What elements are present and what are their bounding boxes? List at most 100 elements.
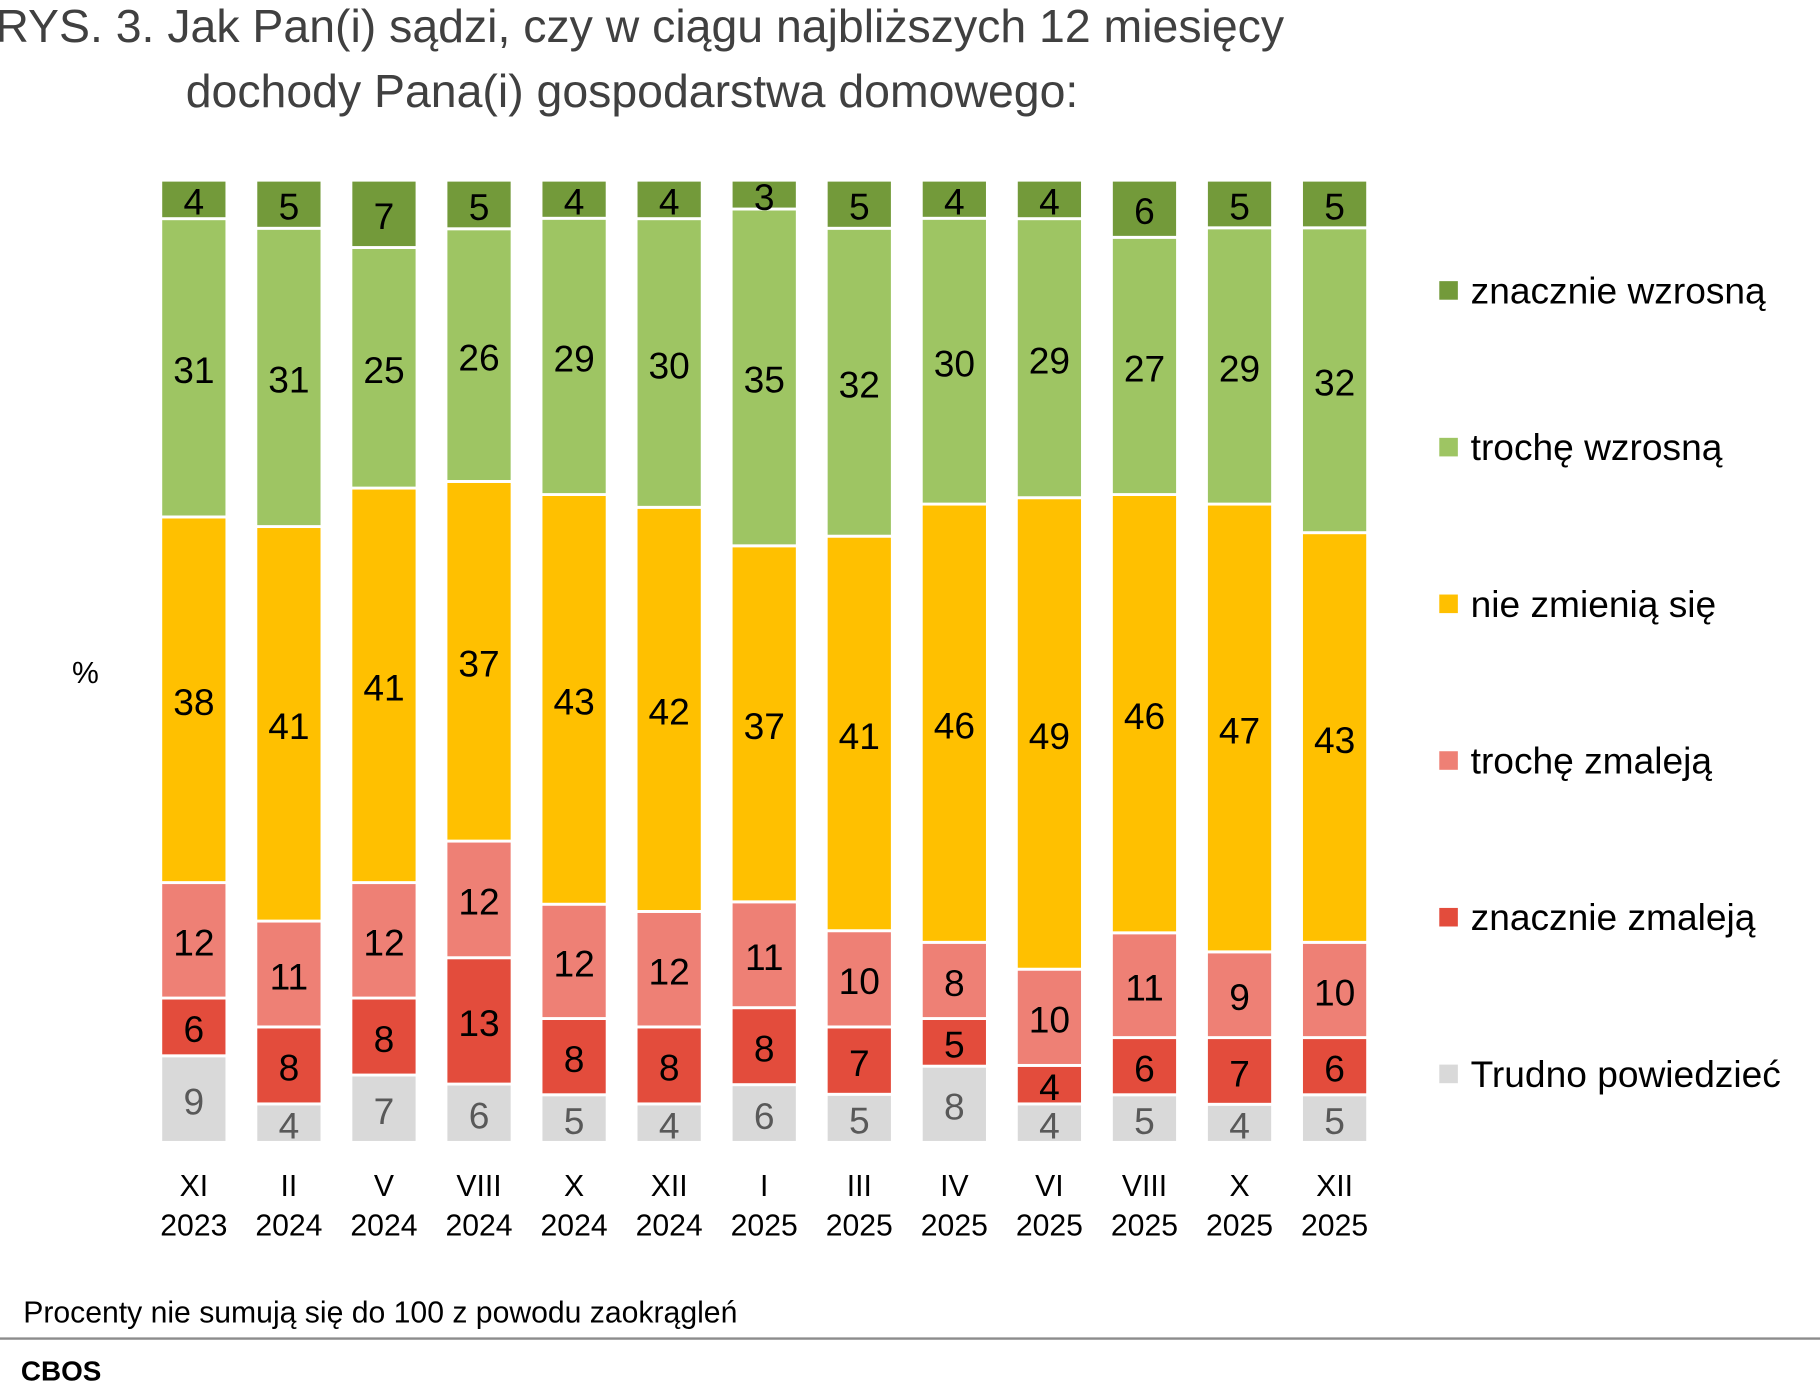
data-label: 4 xyxy=(1229,1105,1250,1147)
data-label: 4 xyxy=(184,181,205,223)
bar-segment xyxy=(1300,940,1370,1040)
data-label: 8 xyxy=(659,1047,680,1089)
bar-segment xyxy=(254,178,324,230)
x-tick-label-year: 2023 xyxy=(160,1209,227,1242)
legend: Trudno powiedzieć znacznie zmaleją trochę … xyxy=(1439,269,1781,1095)
bar-segment xyxy=(824,178,894,230)
bar-segment xyxy=(444,227,514,483)
bar-segment xyxy=(1014,1102,1084,1144)
data-label: 3 xyxy=(754,176,775,218)
legend-label: znacznie zmaleją xyxy=(1471,896,1756,938)
legend-label: trochę zmaleją xyxy=(1471,740,1713,782)
data-label: 8 xyxy=(279,1047,300,1089)
x-tick-label-month: II xyxy=(281,1170,298,1203)
bar-segment xyxy=(1300,1036,1370,1097)
bar-segment xyxy=(1300,178,1370,230)
data-label: 41 xyxy=(363,667,404,709)
x-axis-ticks: XI 2023 II 2024 V 2024 VIII 2024 X 2024 XII 2024 I 20… xyxy=(160,1170,1368,1242)
data-label: 12 xyxy=(458,881,499,923)
bar-segment xyxy=(539,902,609,1020)
bar-segment xyxy=(159,515,229,885)
legend-label: trochę wzrosną xyxy=(1471,426,1723,468)
bar-segment xyxy=(539,216,609,497)
data-label: 13 xyxy=(458,1002,499,1044)
data-label: 6 xyxy=(1324,1047,1345,1089)
bar-segment xyxy=(254,226,324,529)
bar-segment xyxy=(1300,531,1370,944)
data-label: 41 xyxy=(268,705,309,747)
bar-segment xyxy=(1204,226,1275,506)
data-label: 4 xyxy=(659,181,680,223)
data-label: 12 xyxy=(363,922,404,964)
bar-segment xyxy=(729,207,799,548)
x-tick-label-month: VIII xyxy=(1122,1170,1167,1203)
bar-segment xyxy=(1014,967,1084,1067)
data-label: 37 xyxy=(744,705,785,747)
data-label: 4 xyxy=(564,181,585,223)
data-label: 11 xyxy=(1125,967,1164,1009)
data-label: 6 xyxy=(1134,190,1155,232)
data-label: 6 xyxy=(1134,1047,1155,1089)
data-label: 43 xyxy=(1314,719,1355,761)
data-label: 42 xyxy=(649,691,690,733)
bar-segment xyxy=(919,178,989,220)
data-label: 38 xyxy=(173,681,214,723)
x-tick-label-month: I xyxy=(760,1170,768,1203)
data-label: 46 xyxy=(934,705,975,747)
y-axis-label: % xyxy=(72,657,99,690)
bar-segment xyxy=(1109,235,1179,497)
bar-segment xyxy=(1204,178,1275,230)
data-label: 5 xyxy=(279,186,300,228)
legend-label: znacznie wzrosną xyxy=(1471,269,1766,311)
legend-swatch xyxy=(1439,281,1458,300)
data-label: 5 xyxy=(1324,1100,1345,1142)
x-tick-label-year: 2024 xyxy=(636,1209,703,1242)
x-tick-label-year: 2025 xyxy=(1206,1209,1273,1242)
data-label: 8 xyxy=(754,1027,775,1069)
data-label: 37 xyxy=(458,643,499,685)
data-label: 7 xyxy=(849,1042,870,1084)
x-tick-label-year: 2025 xyxy=(826,1209,893,1242)
bar-segment xyxy=(349,1073,419,1144)
data-label: 29 xyxy=(1219,347,1260,389)
bar-segment xyxy=(1204,502,1275,954)
data-label: 25 xyxy=(363,349,404,391)
bar-segment xyxy=(634,178,704,221)
x-tick-label-month: III xyxy=(847,1170,872,1203)
bar-segment xyxy=(254,919,324,1029)
source-logo: CBOS xyxy=(21,1355,101,1386)
data-label: 30 xyxy=(649,344,690,386)
x-tick-label-month: VIII xyxy=(456,1170,501,1203)
bar-segment xyxy=(919,502,989,944)
bar-segment xyxy=(1204,1036,1275,1106)
data-label: 5 xyxy=(849,186,870,228)
data-label: 27 xyxy=(1124,347,1165,389)
data-label: 7 xyxy=(1229,1052,1250,1094)
data-label: 9 xyxy=(1229,976,1250,1018)
data-label: 6 xyxy=(469,1095,490,1137)
x-tick-label-year: 2025 xyxy=(1301,1209,1368,1242)
data-label: 29 xyxy=(1029,339,1070,381)
data-label: 49 xyxy=(1029,715,1070,757)
x-tick-label-month: X xyxy=(564,1170,584,1203)
bar-segment xyxy=(1204,950,1275,1040)
legend-swatch xyxy=(1439,907,1458,927)
bar-segment xyxy=(539,178,609,220)
data-label: 32 xyxy=(839,364,880,406)
bar-segment xyxy=(1014,178,1084,221)
x-tick-label-year: 2024 xyxy=(350,1209,417,1242)
data-label: 5 xyxy=(1134,1100,1155,1142)
data-label: 7 xyxy=(374,1090,395,1132)
data-label: 29 xyxy=(553,338,594,380)
bar-segment xyxy=(539,1093,609,1144)
x-tick-label-year: 2025 xyxy=(1111,1209,1178,1242)
x-tick-label-month: VI xyxy=(1035,1170,1064,1203)
data-label: 26 xyxy=(458,336,499,378)
data-label: 5 xyxy=(944,1024,965,1066)
bar-segment xyxy=(824,226,894,538)
bar-segment xyxy=(349,486,419,885)
data-label: 5 xyxy=(469,186,490,228)
bar-segment xyxy=(444,956,514,1086)
bar-segment xyxy=(159,178,229,221)
legend-swatch xyxy=(1439,1064,1458,1084)
